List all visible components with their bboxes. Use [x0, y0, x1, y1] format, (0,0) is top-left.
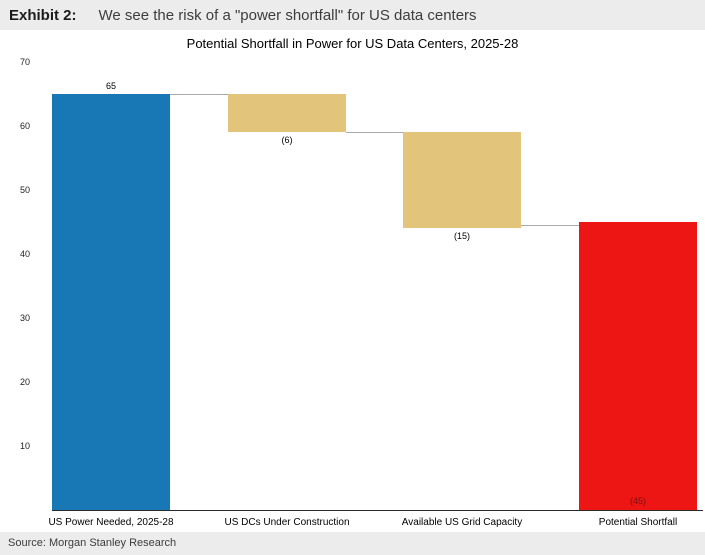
y-axis-tick-label: 10	[19, 441, 30, 451]
y-axis-tick-label: 50	[19, 185, 30, 195]
y-axis-tick-label: 60	[19, 121, 30, 131]
y-axis-tick-label: 20	[19, 377, 30, 387]
category-axis-label: US DCs Under Construction	[224, 517, 350, 528]
chart-title: Potential Shortfall in Power for US Data…	[186, 36, 519, 51]
category-axis-label: Available US Grid Capacity	[401, 517, 523, 528]
waterfall-bar	[579, 222, 697, 510]
connector-line	[521, 225, 579, 226]
category-axis-label: Potential Shortfall	[598, 517, 678, 528]
bar-value-label: (45)	[629, 496, 646, 506]
exhibit-title: We see the risk of a "power shortfall" f…	[98, 6, 477, 24]
bar-value-label: (15)	[453, 231, 470, 242]
exhibit-header: Exhibit 2: We see the risk of a "power s…	[0, 0, 705, 30]
y-axis-tick-label: 30	[19, 313, 30, 323]
exhibit-number-label: Exhibit 2:	[9, 6, 77, 24]
waterfall-bar	[403, 132, 521, 229]
connector-line	[346, 132, 403, 133]
chart-panel: Potential Shortfall in Power for US Data…	[0, 30, 705, 532]
connector-line	[170, 94, 228, 95]
category-axis-label: US Power Needed, 2025-28	[48, 517, 174, 528]
source-note: Source: Morgan Stanley Research	[0, 532, 705, 555]
waterfall-bar	[228, 94, 346, 133]
bar-value-label: (6)	[281, 135, 293, 146]
y-axis-tick-label: 40	[19, 249, 30, 259]
bar-value-label: 65	[105, 81, 116, 91]
y-axis-tick-label: 70	[19, 57, 30, 67]
waterfall-chart: 70 60 50 40 30 20 10 65 US Power Needed, 2025-28…	[20, 57, 703, 528]
x-axis-line	[52, 510, 703, 511]
waterfall-bar	[52, 94, 170, 510]
